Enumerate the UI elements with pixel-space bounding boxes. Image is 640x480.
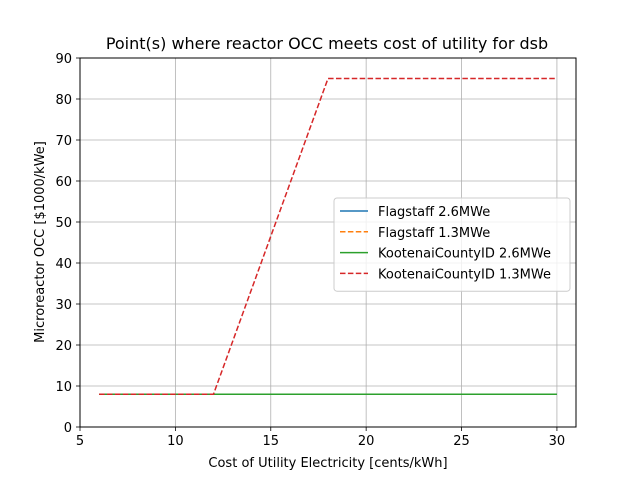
- x-tick-label: 20: [358, 434, 375, 449]
- series-line-4: [99, 77, 557, 395]
- y-tick-label: 50: [55, 216, 72, 231]
- x-tick-label: 25: [453, 434, 470, 449]
- legend-label-4: KootenaiCountyID 1.3MWe: [378, 267, 551, 282]
- axis-ticks: 5 10 15 20 25 30 0 10 20 30 40 50 60 70 80 90: [55, 52, 565, 449]
- plot-frame: [79, 57, 577, 428]
- x-tick-label: 15: [262, 434, 279, 449]
- y-tick-label: 30: [55, 298, 72, 313]
- x-tick-label: 5: [76, 434, 84, 449]
- legend-label-1: Flagstaff 2.6MWe: [378, 205, 490, 220]
- chart-title: Point(s) where reactor OCC meets cost of…: [106, 34, 548, 53]
- y-axis-title: Microreactor OCC [$1000/kWe]: [33, 141, 48, 343]
- y-tick-label: 80: [55, 93, 72, 108]
- legend-box: [333, 197, 571, 292]
- legend-label-2: Flagstaff 1.3MWe: [378, 226, 490, 241]
- y-tick-label: 10: [55, 380, 72, 395]
- y-tick-label: 60: [55, 175, 72, 190]
- y-tick-label: 90: [55, 52, 72, 67]
- legend: Flagstaff 2.6MWe Flagstaff 1.3MWe Kootenai…: [333, 197, 571, 292]
- y-tick-label: 0: [64, 421, 72, 436]
- x-tick-label: 30: [549, 434, 566, 449]
- y-tick-label: 20: [55, 339, 72, 354]
- legend-label-3: KootenaiCountyID 2.6MWe: [378, 247, 551, 262]
- y-tick-label: 40: [55, 257, 72, 272]
- y-tick-label: 70: [55, 134, 72, 149]
- series-lines: [99, 77, 557, 395]
- x-tick-label: 10: [167, 434, 184, 449]
- x-axis-title: Cost of Utility Electricity [cents/kWh]: [208, 456, 447, 471]
